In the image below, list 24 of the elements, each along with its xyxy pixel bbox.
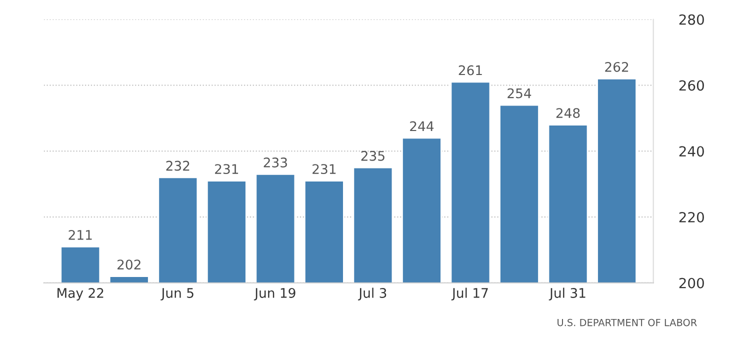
data-label: 248 <box>556 108 580 118</box>
data-label: 235 <box>361 150 384 161</box>
text: U.S. DEPARTMENT OF LABOR <box>558 318 697 326</box>
y-tick-label: 260 <box>679 80 704 91</box>
data-label: 244 <box>410 121 434 132</box>
data-label: 232 <box>166 160 190 171</box>
y-tick-label: 240 <box>679 146 704 157</box>
x-tick-label: Jun 19 <box>254 288 296 300</box>
y-tick-label: 200 <box>679 278 704 288</box>
data-label: 262 <box>605 62 628 72</box>
x-tick-label: Jul 3 <box>358 288 386 300</box>
data-label: 233 <box>264 157 287 168</box>
x-tick-label: Jul 17 <box>451 288 488 300</box>
data-label: 202 <box>118 260 140 270</box>
y-tick-label: 280 <box>679 14 704 25</box>
data-label: 254 <box>508 88 532 98</box>
y-tick-label: 220 <box>679 212 704 222</box>
x-tick-label: Jun 5 <box>160 288 194 300</box>
data-label: 231 <box>215 164 238 174</box>
data-label: 261 <box>458 65 482 76</box>
data-label: 231 <box>312 164 336 174</box>
x-tick-label: May 22 <box>58 288 104 301</box>
x-tick-label: Jul 31 <box>548 288 586 300</box>
data-label: 211 <box>68 230 92 240</box>
